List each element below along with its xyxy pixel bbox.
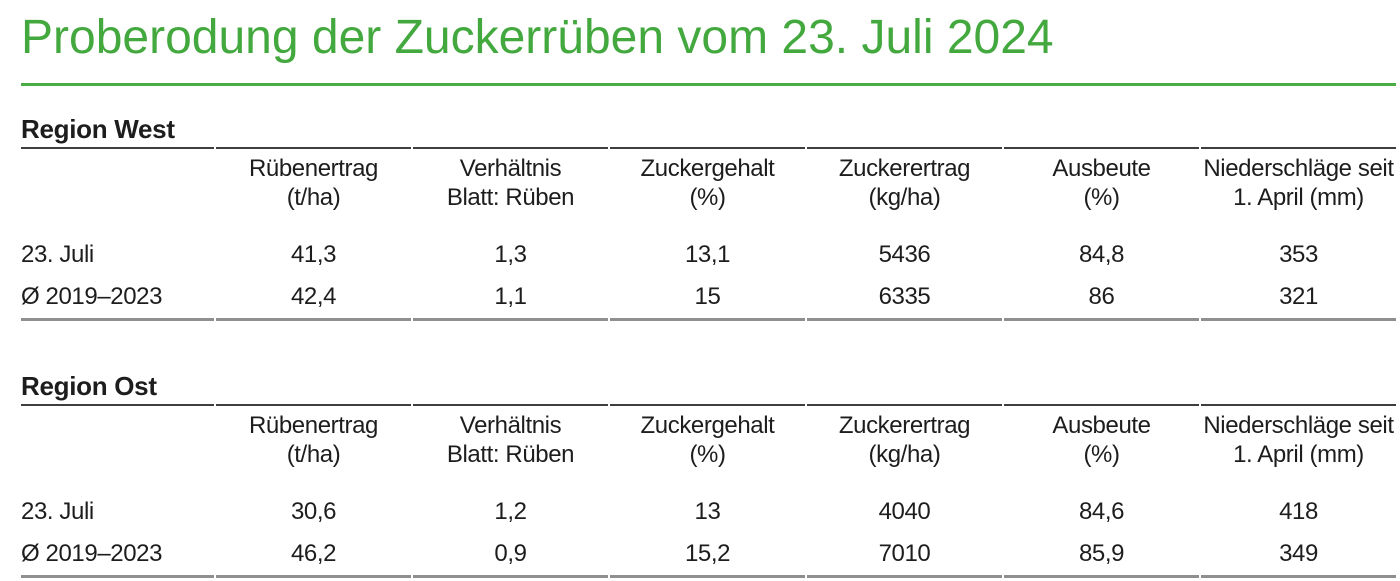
column-header-unit: 1. April (mm) [1233, 184, 1364, 211]
table-cell: 1,2 [494, 498, 527, 525]
table-cell: 41,3 [290, 241, 337, 268]
table-cell: 349 [1201, 533, 1396, 578]
table-cell: 353 [1279, 241, 1318, 268]
table-cell: 30,6 [290, 498, 337, 525]
table-spacer [21, 212, 1396, 234]
header-cell-empty [21, 404, 214, 441]
table-cell: 46,2 [216, 533, 411, 578]
row-label: 23. Juli [21, 498, 94, 525]
table-cell: 84,6 [1078, 498, 1125, 525]
header-row-1: Rübenertrag Verhältnis Zuckergehalt Zuck… [21, 404, 1396, 441]
table-cell: 0,9 [413, 533, 608, 578]
table-cell: 7010 [807, 533, 1002, 578]
column-header-unit: Blatt: Rüben [446, 184, 575, 211]
table-cell: 6335 [807, 276, 1002, 321]
table-cell: 15,2 [610, 533, 805, 578]
table-cell: 84,8 [1078, 241, 1125, 268]
row-label: Ø 2019–2023 [21, 276, 214, 321]
table-row: 23. Juli 30,6 1,2 13 4040 84,6 418 [21, 491, 1396, 533]
column-header: Rübenertrag [216, 147, 411, 184]
table-cell: 4040 [878, 498, 931, 525]
region-west-section: Region West Rübenertrag Verhältnis Zucke… [21, 116, 1396, 321]
table-cell: 85,9 [1004, 533, 1199, 578]
table-row: Ø 2019–2023 46,2 0,9 15,2 7010 85,9 349 [21, 533, 1396, 578]
column-header-unit: (%) [689, 441, 726, 468]
header-cell-empty [21, 147, 214, 184]
column-header: Verhältnis [413, 147, 608, 184]
header-row-1: Rübenertrag Verhältnis Zuckergehalt Zuck… [21, 147, 1396, 184]
column-header-unit: (kg/ha) [868, 441, 941, 468]
column-header-unit: 1. April (mm) [1233, 441, 1364, 468]
column-header: Niederschläge seit [1201, 147, 1396, 184]
table-spacer [21, 469, 1396, 491]
column-header: Zuckerertrag [807, 147, 1002, 184]
column-header-unit: (%) [689, 184, 726, 211]
row-label: 23. Juli [21, 241, 94, 268]
header-cell-empty [21, 441, 214, 469]
column-header-unit: (%) [1083, 441, 1120, 468]
row-label: Ø 2019–2023 [21, 533, 214, 578]
column-header: Ausbeute [1004, 404, 1199, 441]
region-west-heading: Region West [21, 114, 175, 144]
table-cell: 418 [1279, 498, 1318, 525]
table-cell: 13 [694, 498, 721, 525]
table-cell: 321 [1201, 276, 1396, 321]
table-row: 23. Juli 41,3 1,3 13,1 5436 84,8 353 [21, 234, 1396, 276]
header-cell-empty [21, 184, 214, 212]
region-west-table: Rübenertrag Verhältnis Zuckergehalt Zuck… [19, 147, 1398, 321]
table-cell: 1,3 [494, 241, 527, 268]
table-cell: 86 [1004, 276, 1199, 321]
report-content: Proberodung der Zuckerrüben vom 23. Juli… [21, 14, 1396, 578]
column-header: Niederschläge seit [1201, 404, 1396, 441]
column-header: Zuckergehalt [610, 147, 805, 184]
column-header: Rübenertrag [216, 404, 411, 441]
table-cell: 13,1 [684, 241, 731, 268]
table-cell: 15 [610, 276, 805, 321]
column-header: Verhältnis [413, 404, 608, 441]
region-ost-heading: Region Ost [21, 371, 157, 401]
column-header: Zuckerertrag [807, 404, 1002, 441]
column-header: Ausbeute [1004, 147, 1199, 184]
region-ost-table: Rübenertrag Verhältnis Zuckergehalt Zuck… [19, 404, 1398, 578]
header-row-2: (t/ha) Blatt: Rüben (%) (kg/ha) (%) 1. A… [21, 184, 1396, 212]
column-header-unit: (t/ha) [286, 441, 341, 468]
column-header-unit: (t/ha) [286, 184, 341, 211]
table-cell: 1,1 [413, 276, 608, 321]
column-header-unit: (%) [1083, 184, 1120, 211]
column-header-unit: (kg/ha) [868, 184, 941, 211]
table-row: Ø 2019–2023 42,4 1,1 15 6335 86 321 [21, 276, 1396, 321]
region-ost-section: Region Ost Rübenertrag Verhältnis Zucker… [21, 373, 1396, 578]
header-row-2: (t/ha) Blatt: Rüben (%) (kg/ha) (%) 1. A… [21, 441, 1396, 469]
column-header-unit: Blatt: Rüben [446, 441, 575, 468]
column-header: Zuckergehalt [610, 404, 805, 441]
table-cell: 5436 [878, 241, 931, 268]
table-cell: 42,4 [216, 276, 411, 321]
page-title: Proberodung der Zuckerrüben vom 23. Juli… [21, 14, 1396, 86]
